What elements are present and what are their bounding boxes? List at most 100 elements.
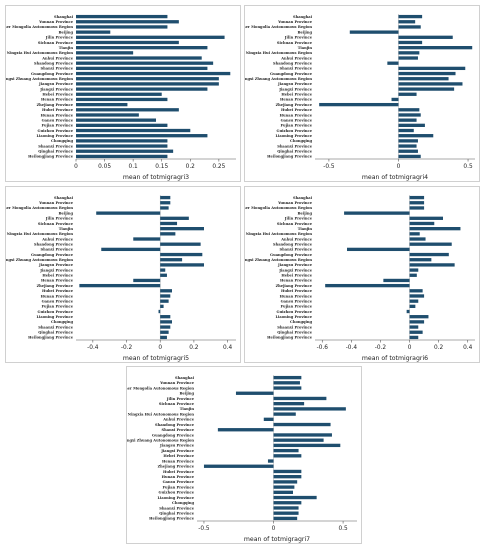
bar (160, 227, 204, 231)
category-label: Heilongjiang Province (267, 155, 313, 159)
x-tick-label: 0.05 (98, 164, 111, 170)
bar (409, 221, 435, 226)
category-label: Hubei Province (42, 108, 74, 112)
x-tick-label: -0.6 (317, 345, 329, 351)
bar (160, 201, 171, 205)
bar (160, 268, 166, 272)
category-label: Tianjin (59, 46, 74, 50)
bar (133, 237, 161, 241)
bar (409, 330, 423, 334)
bar (409, 289, 423, 293)
category-label: Guangdong Province (31, 253, 74, 257)
bar (273, 490, 293, 494)
category-label: Shandong Province (34, 61, 74, 65)
category-label: Jilin Province (166, 397, 195, 401)
bar (409, 335, 419, 340)
bar (76, 56, 202, 60)
bar (203, 464, 274, 468)
x-tick-label: 0.25 (212, 164, 225, 170)
category-label: Anhui Province (280, 56, 312, 60)
x-tick-label: 0 (397, 164, 401, 170)
category-label: Qinghai Province (277, 331, 312, 335)
category-label: Hebei Province (163, 454, 194, 458)
category-label: Chongqing (290, 320, 312, 324)
bar (349, 30, 399, 34)
bar (406, 309, 410, 314)
bar (160, 304, 164, 308)
category-label: Shaanxi Province (38, 144, 73, 148)
category-label: Tianjin (59, 227, 74, 231)
category-label: Guangxi Zhuang Autonomous Region (245, 258, 312, 262)
bar (398, 118, 417, 122)
bar (409, 201, 425, 205)
bar (160, 258, 183, 262)
x-tick-label: 0.5 (338, 526, 348, 532)
bar (76, 46, 208, 50)
category-label: Guizhou Province (277, 310, 313, 314)
category-label: Guangdong Province (270, 253, 313, 257)
x-tick-label: 0.4 (223, 345, 233, 351)
category-label: Shandong Province (155, 423, 195, 427)
bar (133, 278, 161, 283)
bar (76, 35, 225, 39)
category-label: Henan Province (162, 459, 195, 463)
bar (409, 216, 443, 220)
x-tick-label: 0.15 (155, 164, 168, 170)
bar (273, 433, 332, 437)
bar (267, 459, 274, 463)
category-label: Gansu Province (42, 299, 74, 303)
bar (398, 87, 455, 91)
category-label: Hebei Province (42, 274, 73, 278)
category-label: Fujian Province (163, 485, 195, 489)
bar (76, 51, 134, 55)
bar (76, 134, 208, 138)
bar (398, 35, 453, 39)
bar (398, 123, 425, 127)
category-label: Guangdong Province (31, 72, 74, 76)
category-label: Shanghai (54, 196, 74, 200)
category-label: Inner Mongolia Autonomous Region (245, 206, 312, 210)
bar (76, 149, 174, 153)
category-label: Fujian Province (281, 124, 313, 128)
bar (409, 227, 461, 231)
category-label: Shanghai (54, 15, 74, 19)
bar (409, 258, 432, 262)
bar (235, 391, 274, 395)
category-label: Jiangxi Province (278, 87, 313, 91)
category-label: Sichuan Province (277, 41, 313, 45)
bar (398, 25, 421, 29)
bar (398, 113, 421, 117)
category-label: Hubei Province (42, 289, 74, 293)
bar (344, 211, 410, 215)
category-label: Hunan Province (41, 294, 74, 298)
category-label: Shaanxi Province (277, 144, 312, 148)
category-label: Hebei Province (42, 93, 73, 97)
category-label: Zhejiang Province (276, 284, 313, 288)
x-tick-label: 0.5 (463, 164, 473, 170)
bar (76, 66, 208, 71)
bar (273, 454, 302, 458)
bar (273, 495, 317, 500)
category-label: Liaoning Province (36, 315, 73, 319)
x-tick-label: 0.2 (434, 345, 444, 351)
category-label: Shanxi Province (41, 67, 74, 71)
category-label: Anhui Province (41, 56, 73, 60)
bar (79, 283, 161, 288)
bar (76, 40, 179, 45)
category-label: Henan Province (41, 279, 74, 283)
bar (76, 102, 128, 107)
category-label: Qinghai Province (277, 150, 312, 154)
category-label: Hebei Province (281, 93, 312, 97)
category-label: Inner Mongolia Autonomous Region (6, 25, 73, 29)
bar (76, 108, 179, 112)
category-label: Zhejiang Province (37, 284, 74, 288)
x-axis-title: mean of totmigragri7 (244, 536, 310, 543)
category-label: Jilin Province (45, 36, 74, 40)
bar (398, 51, 420, 55)
bar (273, 501, 302, 505)
bar (273, 480, 298, 484)
bar (76, 113, 139, 117)
category-label: Inner Mongolia Autonomous Region (127, 386, 194, 390)
